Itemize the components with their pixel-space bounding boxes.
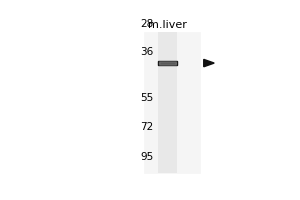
Bar (158, 32, 177, 173)
Text: 28: 28 (140, 19, 154, 29)
Text: 36: 36 (140, 47, 154, 57)
Text: m.liver: m.liver (148, 20, 187, 30)
Bar (145, 32, 200, 173)
Bar (158, 61, 177, 65)
Text: 95: 95 (140, 152, 154, 162)
Bar (159, 62, 176, 64)
Text: 72: 72 (140, 122, 154, 132)
Bar (159, 61, 176, 65)
Text: 55: 55 (140, 93, 154, 103)
Polygon shape (204, 59, 214, 67)
Bar (159, 62, 176, 64)
